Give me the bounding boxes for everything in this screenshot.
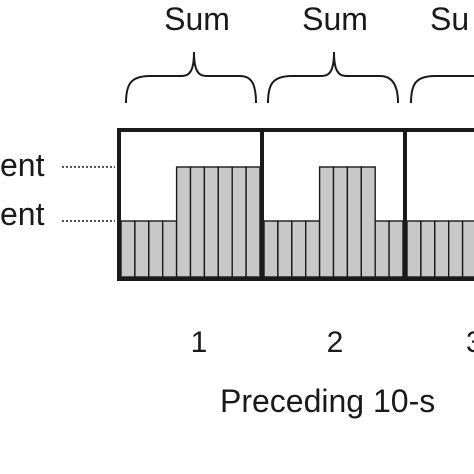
bar-bin1-9 — [231, 166, 247, 278]
bar-bin3-1 — [406, 220, 422, 278]
brace-2 — [267, 51, 399, 104]
bar-bin3-2 — [420, 220, 436, 278]
bar-bin1-1 — [120, 220, 136, 278]
bar-bin3-3 — [434, 220, 450, 278]
bar-bin2-7 — [346, 166, 362, 278]
sum-label-1: Sum — [164, 1, 230, 37]
brace-group — [125, 51, 474, 104]
bin-number-3: 3 — [466, 326, 474, 359]
bar-bin2-8 — [360, 166, 376, 278]
bar-bin2-1 — [263, 220, 279, 278]
left-label-lower: ent — [0, 196, 45, 232]
brace-1 — [125, 51, 257, 104]
bin-box-3 — [403, 128, 474, 281]
bar-bin3-5 — [461, 220, 474, 278]
bar-bin1-8 — [217, 166, 233, 278]
bar-bin2-5 — [318, 166, 335, 278]
bars-group — [120, 166, 474, 278]
bar-bin1-7 — [203, 166, 219, 278]
bar-bin1-5 — [175, 166, 192, 278]
sum-label-3: Su — [430, 1, 469, 37]
bar-bin3-4 — [448, 220, 464, 278]
bar-bin1-4 — [161, 220, 178, 278]
bar-bin2-9 — [374, 220, 390, 278]
bar-bin2-6 — [332, 166, 349, 278]
bar-bin1-2 — [134, 220, 150, 278]
bottom-label: Preceding 10-s — [220, 383, 435, 419]
bar-bin1-6 — [189, 166, 206, 278]
bar-bin2-3 — [291, 220, 307, 278]
sum-label-2: Sum — [302, 1, 368, 37]
bar-bin2-4 — [305, 220, 321, 278]
bar-bin1-3 — [148, 220, 164, 278]
bin-boxes — [117, 128, 474, 281]
left-label-upper: ent — [0, 147, 45, 183]
brace-3 — [410, 75, 474, 104]
bar-bin2-10 — [388, 220, 404, 278]
bar-bin1-10 — [245, 166, 261, 278]
bin-number-2: 2 — [327, 326, 344, 359]
bar-bin2-2 — [277, 220, 293, 278]
bin-number-1: 1 — [191, 326, 208, 359]
